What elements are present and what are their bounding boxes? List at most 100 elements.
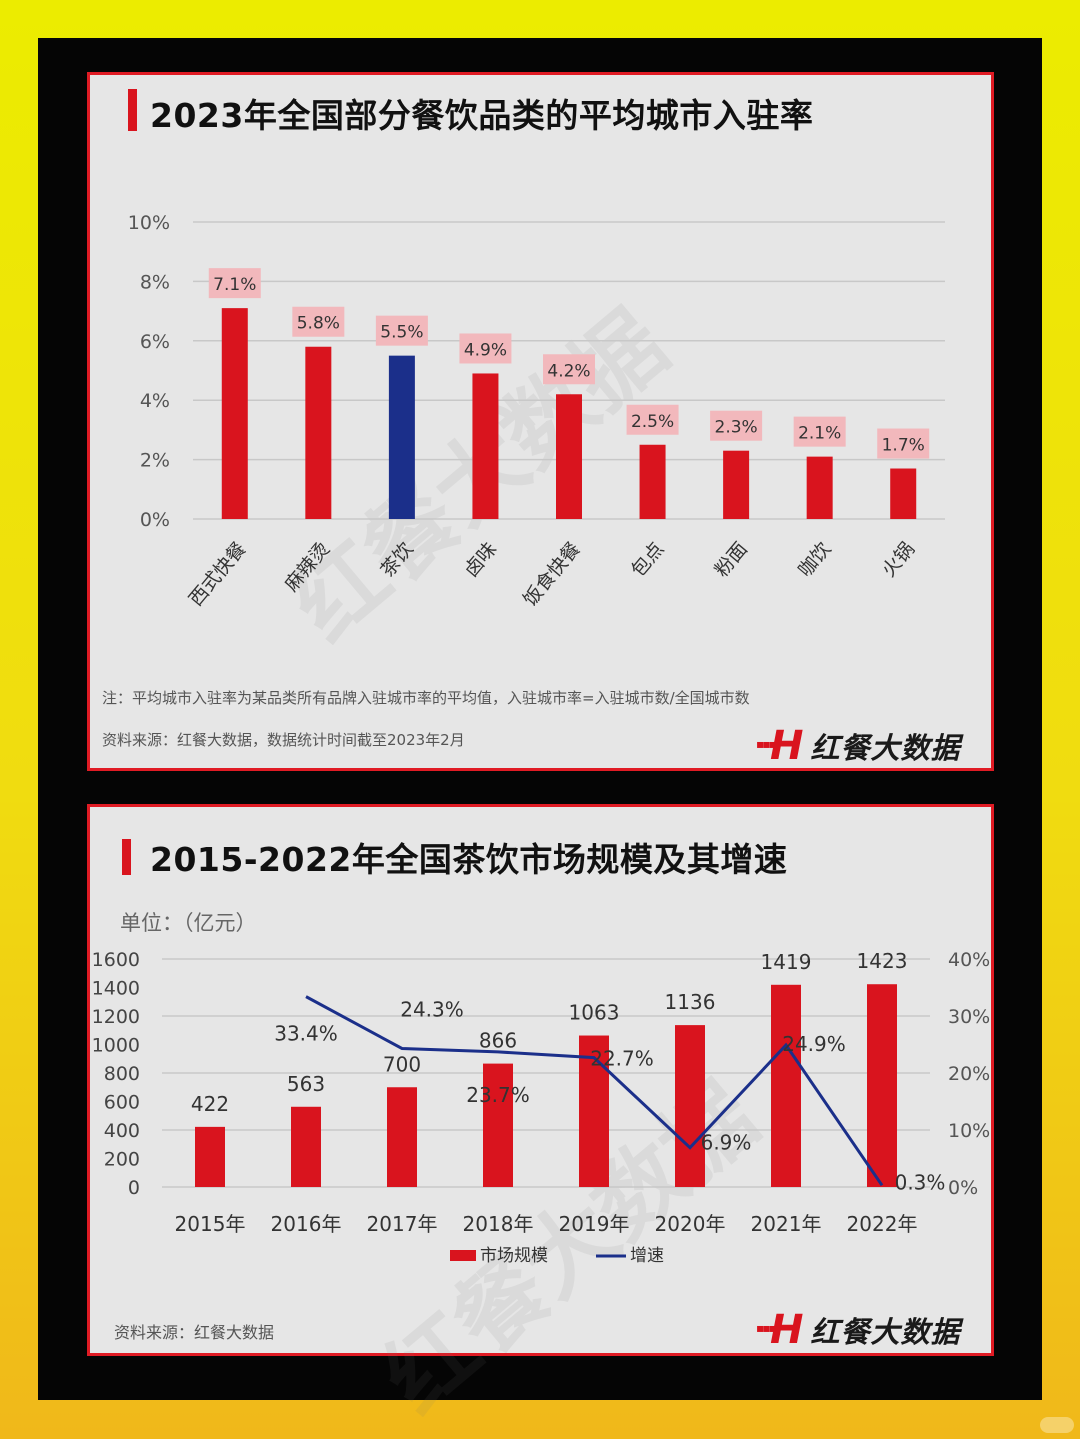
growth-label: 24.9% (782, 1032, 846, 1056)
left-y-tick-label: 0 (128, 1177, 140, 1199)
growth-label: 24.3% (400, 997, 464, 1021)
growth-label: 6.9% (701, 1131, 752, 1155)
data-label: 2.3% (715, 418, 758, 438)
x-tick-label: 粉面 (711, 538, 752, 581)
data-label: 4.9% (464, 340, 507, 360)
x-tick-label: 麻辣烫 (281, 538, 335, 596)
x-tick-label: 卤味 (460, 538, 501, 581)
y-tick-label: 2% (140, 450, 170, 472)
unit-label: 单位：（亿元） (120, 911, 257, 935)
x-tick-label: 饭食快餐 (519, 538, 585, 610)
x-tick-label: 包点 (627, 538, 668, 581)
x-tick-label: 2018年 (463, 1212, 534, 1236)
bar (388, 355, 415, 519)
bar-value-label: 1419 (761, 950, 812, 974)
bar (195, 1126, 225, 1187)
data-label: 4.2% (547, 361, 590, 381)
corner-badge (1040, 1417, 1074, 1433)
bar (556, 394, 582, 519)
bar (221, 308, 248, 519)
data-label-bg (877, 428, 930, 459)
bar (639, 444, 666, 519)
data-label-bg (375, 315, 428, 346)
legend-label: 市场规模 (480, 1246, 548, 1266)
bar (291, 1106, 321, 1187)
brand-name: 红餐大数据 (810, 1315, 961, 1349)
brand-logo: ▪▪▪ H 红餐大数据 (756, 1307, 961, 1353)
bar (305, 346, 332, 519)
data-label-bg (543, 354, 595, 385)
x-tick-label: 2016年 (271, 1212, 342, 1236)
brand-logo: ▪▪▪ H 红餐大数据 (756, 723, 961, 769)
left-y-tick-label: 1600 (92, 949, 140, 971)
data-label: 5.5% (380, 323, 423, 343)
x-tick-label: 2020年 (655, 1212, 726, 1236)
bar (387, 1087, 417, 1187)
left-y-tick-label: 400 (104, 1120, 140, 1142)
right-y-tick-label: 30% (948, 1006, 990, 1028)
data-source: 资料来源：红餐大数据 (114, 1323, 275, 1342)
chart-title: 2023年全国部分餐饮品类的平均城市入驻率 (150, 96, 814, 135)
brand-h-icon: ▪▪▪ H (756, 1307, 805, 1353)
y-tick-label: 10% (128, 212, 170, 234)
y-tick-label: 4% (140, 390, 170, 412)
legend-label: 增速 (630, 1246, 664, 1266)
bar-chart-city-rate: 0% 2% 4% 6% 8% 10% 7.1% 西式快餐 5.8% 麻辣烫 5.5% 茶饮 4.9% 卤味… (128, 212, 945, 610)
data-label-bg (459, 333, 512, 364)
data-label-bg (793, 416, 846, 447)
left-y-tick-label: 200 (104, 1149, 140, 1171)
growth-line (305, 995, 884, 1187)
growth-label: 22.7% (590, 1047, 654, 1071)
bar-value-label: 1423 (857, 949, 908, 973)
bar (890, 468, 917, 519)
data-label-bg (208, 268, 261, 299)
right-y-tick-label: 0% (948, 1177, 978, 1199)
data-label: 5.8% (297, 314, 340, 334)
data-source: 资料来源：红餐大数据，数据统计时间截至2023年2月 (102, 731, 465, 749)
bar-value-label: 1063 (569, 1001, 620, 1025)
chart-title: 2015-2022年全国茶饮市场规模及其增速 (150, 840, 788, 879)
chart-note: 注：平均城市入驻率为某品类所有品牌入驻城市率的平均值，入驻城市率=入驻城市数/全… (102, 689, 750, 707)
data-label: 1.7% (882, 436, 925, 456)
x-tick-label: 茶饮 (376, 538, 417, 581)
left-y-tick-label: 800 (104, 1063, 140, 1085)
brand-h-icon: ▪▪▪ H (756, 723, 805, 769)
x-tick-label: 火锅 (878, 538, 919, 581)
x-tick-label: 咖饮 (794, 538, 835, 581)
data-label: 7.1% (213, 275, 256, 295)
left-y-tick-label: 1200 (92, 1006, 140, 1028)
data-label-bg (710, 410, 763, 441)
data-label-bg (626, 404, 679, 435)
legend-swatch-bar (450, 1250, 476, 1261)
y-tick-label: 6% (140, 331, 170, 353)
x-tick-label: 2022年 (847, 1212, 918, 1236)
bar-value-label: 1136 (665, 990, 716, 1014)
bar (867, 984, 897, 1187)
brand-name: 红餐大数据 (810, 731, 961, 765)
bar (579, 1035, 609, 1187)
right-y-tick-label: 40% (948, 949, 990, 971)
market-size-chart-panel: 2015-2022年全国茶饮市场规模及其增速 红餐大数据 单位：（亿元） 0 20… (87, 804, 994, 1433)
bar (723, 450, 750, 519)
left-y-tick-label: 600 (104, 1092, 140, 1114)
x-tick-label: 2015年 (175, 1212, 246, 1236)
data-label-bg (292, 306, 345, 337)
right-y-tick-label: 20% (948, 1063, 990, 1085)
right-y-tick-label: 10% (948, 1120, 990, 1142)
x-tick-label: 2017年 (367, 1212, 438, 1236)
data-label: 2.1% (798, 424, 841, 444)
left-y-tick-label: 1000 (92, 1035, 140, 1057)
bar-value-label: 866 (479, 1029, 517, 1053)
data-label: 2.5% (631, 412, 674, 432)
bar (483, 1063, 513, 1187)
bar (472, 373, 499, 519)
title-accent-bar (128, 89, 137, 131)
bar-value-label: 700 (383, 1052, 421, 1076)
bar (675, 1025, 705, 1187)
combo-chart-market-size: 0 200 400 600 800 1000 1200 1400 1600 0% 10% 20% 30%… (92, 949, 991, 1266)
bar-value-label: 563 (287, 1072, 325, 1096)
bar (771, 984, 801, 1187)
bar (806, 456, 833, 519)
growth-label: 0.3% (895, 1170, 946, 1194)
x-tick-label: 2019年 (559, 1212, 630, 1236)
